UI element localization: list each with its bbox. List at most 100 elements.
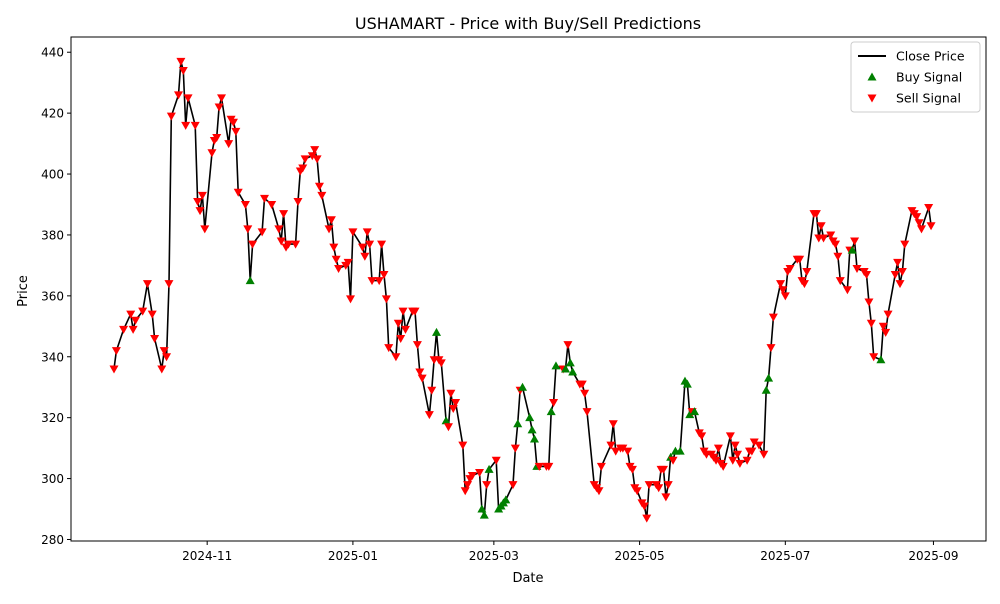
sell-signal-marker [293,197,303,206]
sell-signal-marker [346,295,356,304]
sell-signal-marker [393,319,403,328]
sell-signal-marker [260,194,270,203]
sell-signal-marker [410,307,420,316]
sell-signal-marker [811,210,821,219]
y-tick-label: 320 [41,411,64,425]
sell-signal-marker [467,472,477,481]
sell-signal-marker [580,389,590,398]
sell-signal-marker [367,277,377,286]
legend-label: Close Price [896,49,965,64]
sell-signal-marker [362,228,372,237]
sell-signal-marker [233,188,243,197]
sell-signal-marker [482,481,492,490]
buy-signal-marker [675,446,685,455]
sell-signal-marker [900,240,910,249]
legend: Close Price Buy Signal Sell Signal [850,41,981,113]
sell-signal-marker [166,112,176,121]
sell-signal-marker [312,155,322,164]
sell-signal-marker [816,222,826,231]
buy-signal-marker [685,410,695,419]
sell-signal-marker [162,353,172,362]
sell-signal-marker [400,325,410,334]
sell-signal-marker [427,386,437,395]
sell-signal-marker [802,267,812,276]
sell-signal-marker [623,447,633,456]
sell-signal-marker [596,462,606,471]
sell-signal-marker [826,231,836,240]
buy-signal-marker [245,276,255,285]
sell-signal-marker [412,341,422,350]
sell-signal-marker [663,481,673,490]
axis-ticks: 280 300 320 340 360 380 400 420 440 2024-11 2025-0… [41,46,958,563]
buy-signal-marker [690,407,700,416]
sell-signal-marker [463,481,473,490]
sell-signal-marker [799,280,809,289]
sell-signal-marker [654,484,664,493]
buy-signal-marker [525,413,535,422]
sell-signal-marker [475,468,485,477]
sell-signal-marker [142,280,152,289]
sell-signal-marker [279,210,289,219]
sell-signal-marker [398,307,408,316]
sell-signal-marker [632,487,642,496]
sell-signal-marker [291,240,301,249]
sell-signal-marker [128,325,138,334]
sell-signal-marker [881,328,891,337]
sell-signal-marker [377,240,387,249]
sell-signal-marker [424,411,434,420]
sell-signal-marker [207,149,217,158]
sell-signal-marker [274,225,284,234]
y-tick-label: 420 [41,107,64,121]
buy-signal-marker [513,419,523,428]
sell-signal-marker [448,405,458,414]
legend-label: Buy Signal [896,70,962,85]
sell-signal-marker [436,359,446,368]
y-axis-label: Price [16,275,31,307]
sell-signal-marker [852,264,862,273]
sell-signal-marker [329,243,339,252]
buy-signal-marker [501,495,511,504]
sell-signal-marker [830,240,840,249]
sell-signal-marker [759,450,769,459]
sell-signal-marker [176,57,186,66]
chart-title: USHAMART - Price with Buy/Sell Predictio… [355,14,701,33]
sell-signal-marker [178,66,188,75]
sell-signal-marker [343,258,353,267]
sell-signal-marker [276,237,286,246]
sell-signal-marker [895,280,905,289]
sell-signal-marker [697,432,707,441]
sell-signal-marker [594,487,604,496]
sell-signal-marker [317,191,327,200]
sell-signal-marker [326,216,336,225]
sell-signal-marker [365,240,375,249]
sell-signal-marker [491,456,501,465]
sell-signal-marker [510,444,520,453]
sell-signal-marker [443,423,453,432]
sell-signal-marker [458,441,468,450]
buy-signal-marker [546,407,556,416]
sell-signal-marker [644,481,654,490]
y-tick-label: 400 [41,168,64,182]
buy-signal-marker [441,416,451,425]
sell-signal-marker [195,207,205,216]
sell-signal-marker [582,408,592,417]
sell-signal-marker [111,347,121,356]
buy-signal-marker [568,367,578,376]
sell-signal-marker [310,146,320,155]
y-tick-label: 300 [41,472,64,486]
sell-signal-marker [728,456,738,465]
sell-signal-marker [754,441,764,450]
sell-signal-marker [611,447,621,456]
sell-signal-marker [298,164,308,173]
sell-signal-marker [658,465,668,474]
sell-signal-marker [842,286,852,295]
sell-signal-marker [866,319,876,328]
sell-signal-marker [890,271,900,280]
sell-signal-marker [396,334,406,343]
sell-signal-marker [534,462,544,471]
buy-signal-marker [479,510,489,519]
legend-label: Sell Signal [896,91,961,106]
sell-signal-marker [190,121,200,130]
sell-signal-marker [742,456,752,465]
